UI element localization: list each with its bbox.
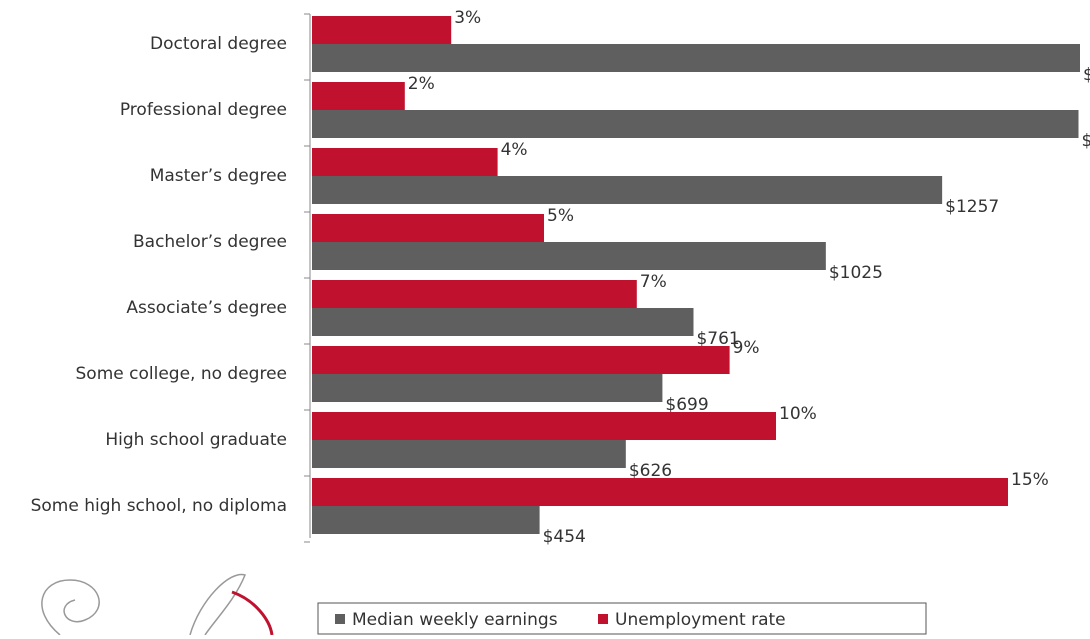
bar — [312, 82, 405, 110]
category-label: Some college, no degree — [76, 364, 287, 384]
value-label: 5% — [547, 206, 574, 226]
category-label: Master’s degree — [150, 166, 287, 186]
value-label: $1529 — [1081, 131, 1090, 151]
legend-swatch — [598, 614, 608, 624]
value-label: $1257 — [945, 197, 999, 217]
bar — [312, 214, 544, 242]
category-label: Doctoral degree — [150, 34, 287, 54]
decoration — [42, 574, 245, 635]
bar — [312, 374, 662, 402]
legend-swatch — [335, 614, 345, 624]
bar — [312, 176, 942, 204]
bar — [312, 412, 776, 440]
legend-label: Median weekly earnings — [352, 610, 558, 630]
value-label: 4% — [501, 140, 528, 160]
legend-label: Unemployment rate — [615, 610, 786, 630]
value-label: $1025 — [829, 263, 883, 283]
bar — [312, 44, 1080, 72]
chart: Doctoral degree 3% $1532 Professional degre… — [0, 0, 1090, 635]
bar — [312, 148, 498, 176]
category-label: Professional degree — [120, 100, 287, 120]
value-label: 15% — [1011, 470, 1049, 490]
value-label: $454 — [543, 527, 586, 547]
category-label: Associate’s degree — [126, 298, 287, 318]
bar — [312, 506, 540, 534]
value-label: 10% — [779, 404, 817, 424]
bar — [312, 110, 1078, 138]
bar — [312, 440, 626, 468]
decoration — [232, 592, 272, 635]
value-label: 2% — [408, 74, 435, 94]
bar — [312, 478, 1008, 506]
bar — [312, 242, 826, 270]
value-label: 3% — [454, 8, 481, 28]
page: {"chart_data": {"type": "bar", "orientat… — [0, 0, 1090, 639]
value-label: $1532 — [1083, 65, 1090, 85]
bar — [312, 280, 637, 308]
category-label: High school graduate — [105, 430, 287, 450]
bar — [312, 308, 693, 336]
bar — [312, 346, 730, 374]
bar — [312, 16, 451, 44]
value-label: 9% — [733, 338, 760, 358]
category-label: Bachelor’s degree — [133, 232, 287, 252]
value-label: 7% — [640, 272, 667, 292]
category-label: Some high school, no diploma — [31, 496, 287, 516]
